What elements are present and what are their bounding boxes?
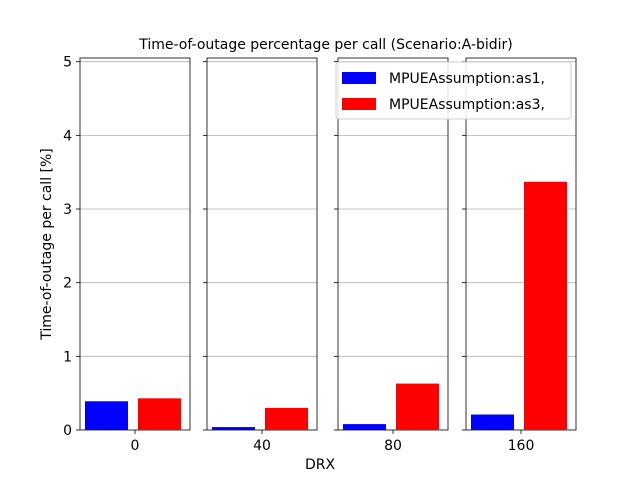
chart-title: Time-of-outage percentage per call (Scen… [138,37,513,53]
bar-as1-drx-80 [343,424,386,430]
legend-label: MPUEAssumption:as3, [389,97,545,113]
y-tick-label: 1 [63,349,72,365]
bar-as3-drx-80 [396,383,439,430]
bar-as1-drx-160 [471,414,514,430]
panel-frame [79,57,191,431]
bars [85,181,567,430]
bar-as3-drx-0 [138,398,181,430]
bar-as3-drx-40 [265,407,308,430]
legend-swatch [342,98,376,110]
y-tick-label: 4 [63,128,72,144]
x-tick-label: 80 [384,438,402,454]
y-tick-label: 3 [63,202,72,218]
y-tick-label: 5 [63,55,72,71]
y-axis-label: Time-of-outage per call [%] [39,148,55,341]
bar-as1-drx-40 [212,427,255,430]
bar-as1-drx-0 [85,401,128,430]
legend-box [335,61,572,120]
y-tick-label: 0 [63,423,72,439]
x-tick-label: 0 [131,438,140,454]
y-tick-label: 2 [63,276,72,292]
legend-swatch [342,72,376,84]
x-tick-labels: 0 40 80 160 [131,430,535,454]
bar-as3-drx-160 [524,181,567,430]
legend: MPUEAssumption:as1, MPUEAssumption:as3, [335,61,572,120]
panel-frame [206,57,318,431]
x-axis-label: DRX [305,457,336,473]
legend-label: MPUEAssumption:as1, [389,71,545,87]
x-tick-label: 160 [508,438,535,454]
y-axis: 0 1 2 3 4 5 [63,55,72,439]
x-tick-label: 40 [253,438,271,454]
